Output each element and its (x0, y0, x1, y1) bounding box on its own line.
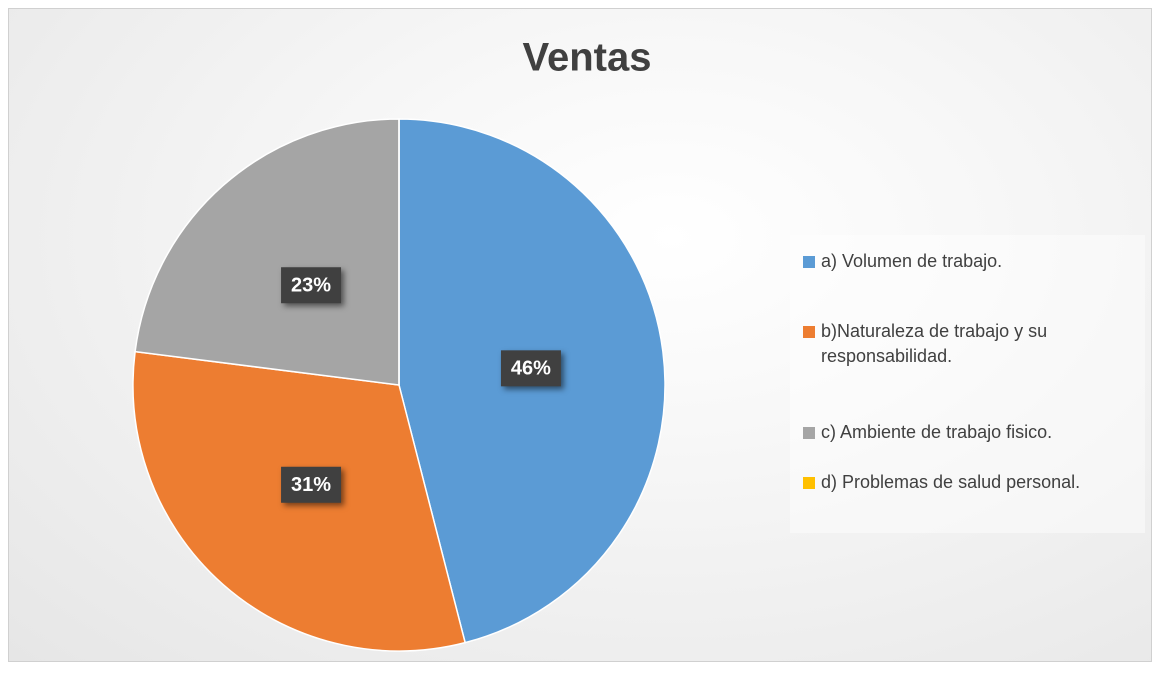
legend-label: c) Ambiente de trabajo fisico. (821, 422, 1053, 442)
legend-swatch (803, 427, 815, 439)
legend-swatch (803, 477, 815, 489)
data-label-box (281, 267, 342, 304)
legend-item: b)Naturaleza de trabajo y su responsabil… (803, 319, 1123, 369)
pie-slice (134, 118, 400, 386)
legend-swatch (803, 256, 815, 268)
legend-label: d) Problemas de salud personal. (821, 472, 1081, 492)
legend-swatch (803, 326, 815, 338)
data-label-box (500, 350, 561, 387)
legend-item: d) Problemas de salud personal. (803, 470, 1123, 495)
legend-label: b)Naturaleza de trabajo y su responsabil… (821, 321, 1048, 366)
data-label: 31% (291, 474, 331, 496)
data-label: 23% (291, 275, 331, 297)
legend: a) Volumen de trabajo. b)Naturaleza de tr… (790, 235, 1145, 533)
data-label-box (281, 466, 342, 503)
legend-item: a) Volumen de trabajo. (803, 249, 1123, 274)
legend-label: a) Volumen de trabajo. (821, 251, 1003, 271)
chart-title: Ventas (523, 36, 652, 80)
legend-item: c) Ambiente de trabajo fisico. (803, 420, 1123, 445)
data-label: 46% (511, 358, 551, 380)
